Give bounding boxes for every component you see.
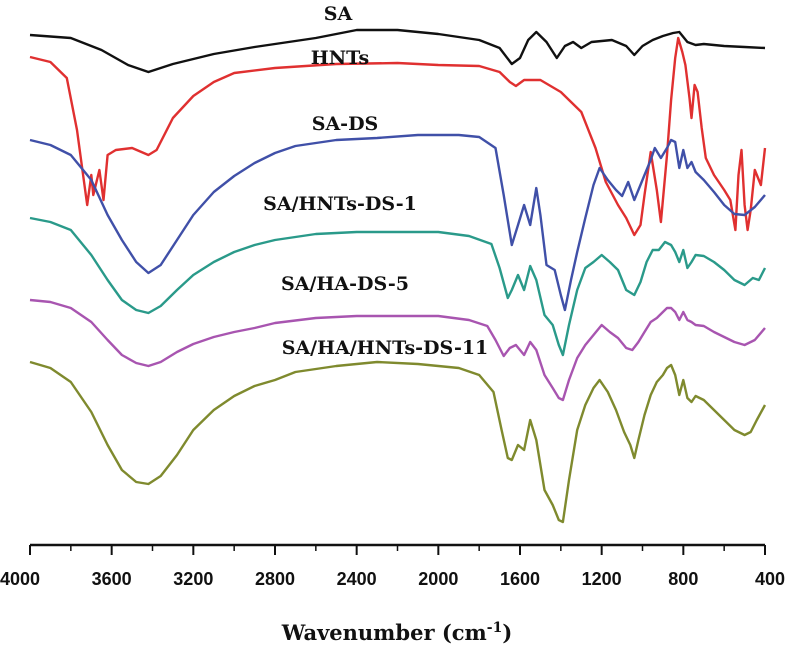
series-label-3: SA/HNTs-DS-1 <box>263 193 417 215</box>
series-line-2 <box>29 133 766 312</box>
x-tick-label: 4000 <box>0 569 40 589</box>
series-label-4: SA/HA-DS-5 <box>281 273 409 295</box>
series-label-1: HNTs <box>311 47 369 69</box>
x-tick-label: 3200 <box>173 569 213 589</box>
series-label-0: SA <box>324 3 353 25</box>
x-axis-ticks: 4000 3600 3200 2800 2400 2000 1600 1200 800 400 <box>0 545 785 589</box>
x-tick-label: 2000 <box>418 569 458 589</box>
x-tick-label: 2400 <box>337 569 377 589</box>
series-line-0 <box>29 28 766 74</box>
x-tick-label: 3600 <box>92 569 132 589</box>
series-line-1 <box>29 36 767 237</box>
series-line-4 <box>29 298 766 402</box>
x-tick-label: 800 <box>668 569 698 589</box>
series-line-5 <box>29 360 767 524</box>
series-label-5: SA/HA/HNTs-DS-11 <box>282 337 489 359</box>
x-axis-title: Wavenumber (cm-1) <box>281 620 513 645</box>
x-tick-label: 1600 <box>500 569 540 589</box>
series-line-3 <box>29 216 767 357</box>
x-tick-label: 1200 <box>582 569 622 589</box>
x-axis-title-superscript: -1 <box>487 620 503 636</box>
series-labels: SA HNTs SA-DS SA/HNTs-DS-1 SA/HA-DS-5 SA/HA/H… <box>263 3 488 359</box>
x-tick-label: 400 <box>755 569 785 589</box>
series-label-2: SA-DS <box>312 113 379 135</box>
plot-area <box>29 28 767 524</box>
x-tick-label: 2800 <box>255 569 295 589</box>
